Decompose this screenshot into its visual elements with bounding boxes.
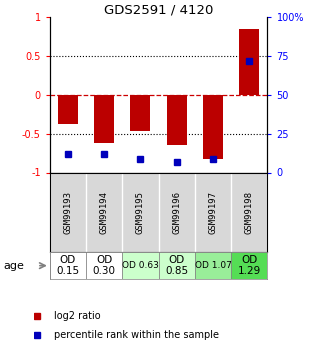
Text: OD 1.07: OD 1.07 [195, 261, 231, 270]
Title: GDS2591 / 4120: GDS2591 / 4120 [104, 3, 213, 16]
Bar [203, 95, 223, 159]
Bar [50, 252, 86, 279]
Bar [231, 252, 267, 279]
Text: log2 ratio: log2 ratio [54, 311, 100, 321]
Bar [159, 252, 195, 279]
Text: percentile rank within the sample: percentile rank within the sample [54, 330, 219, 339]
Bar [86, 252, 122, 279]
Text: GSM99198: GSM99198 [245, 191, 254, 234]
Text: age: age [3, 261, 24, 270]
Text: GSM99197: GSM99197 [209, 191, 217, 234]
Bar [239, 29, 259, 95]
Bar [58, 95, 78, 125]
Text: OD 0.63: OD 0.63 [122, 261, 159, 270]
Text: GSM99196: GSM99196 [172, 191, 181, 234]
Text: GSM99195: GSM99195 [136, 191, 145, 234]
Text: OD
0.85: OD 0.85 [165, 255, 188, 276]
Bar [167, 95, 187, 145]
Text: GSM99193: GSM99193 [63, 191, 72, 234]
Text: OD
0.30: OD 0.30 [93, 255, 116, 276]
Text: OD
0.15: OD 0.15 [56, 255, 80, 276]
Bar [94, 95, 114, 143]
Text: OD
1.29: OD 1.29 [238, 255, 261, 276]
Bar [122, 252, 159, 279]
Bar [131, 95, 151, 131]
Text: GSM99194: GSM99194 [100, 191, 109, 234]
Bar [195, 252, 231, 279]
